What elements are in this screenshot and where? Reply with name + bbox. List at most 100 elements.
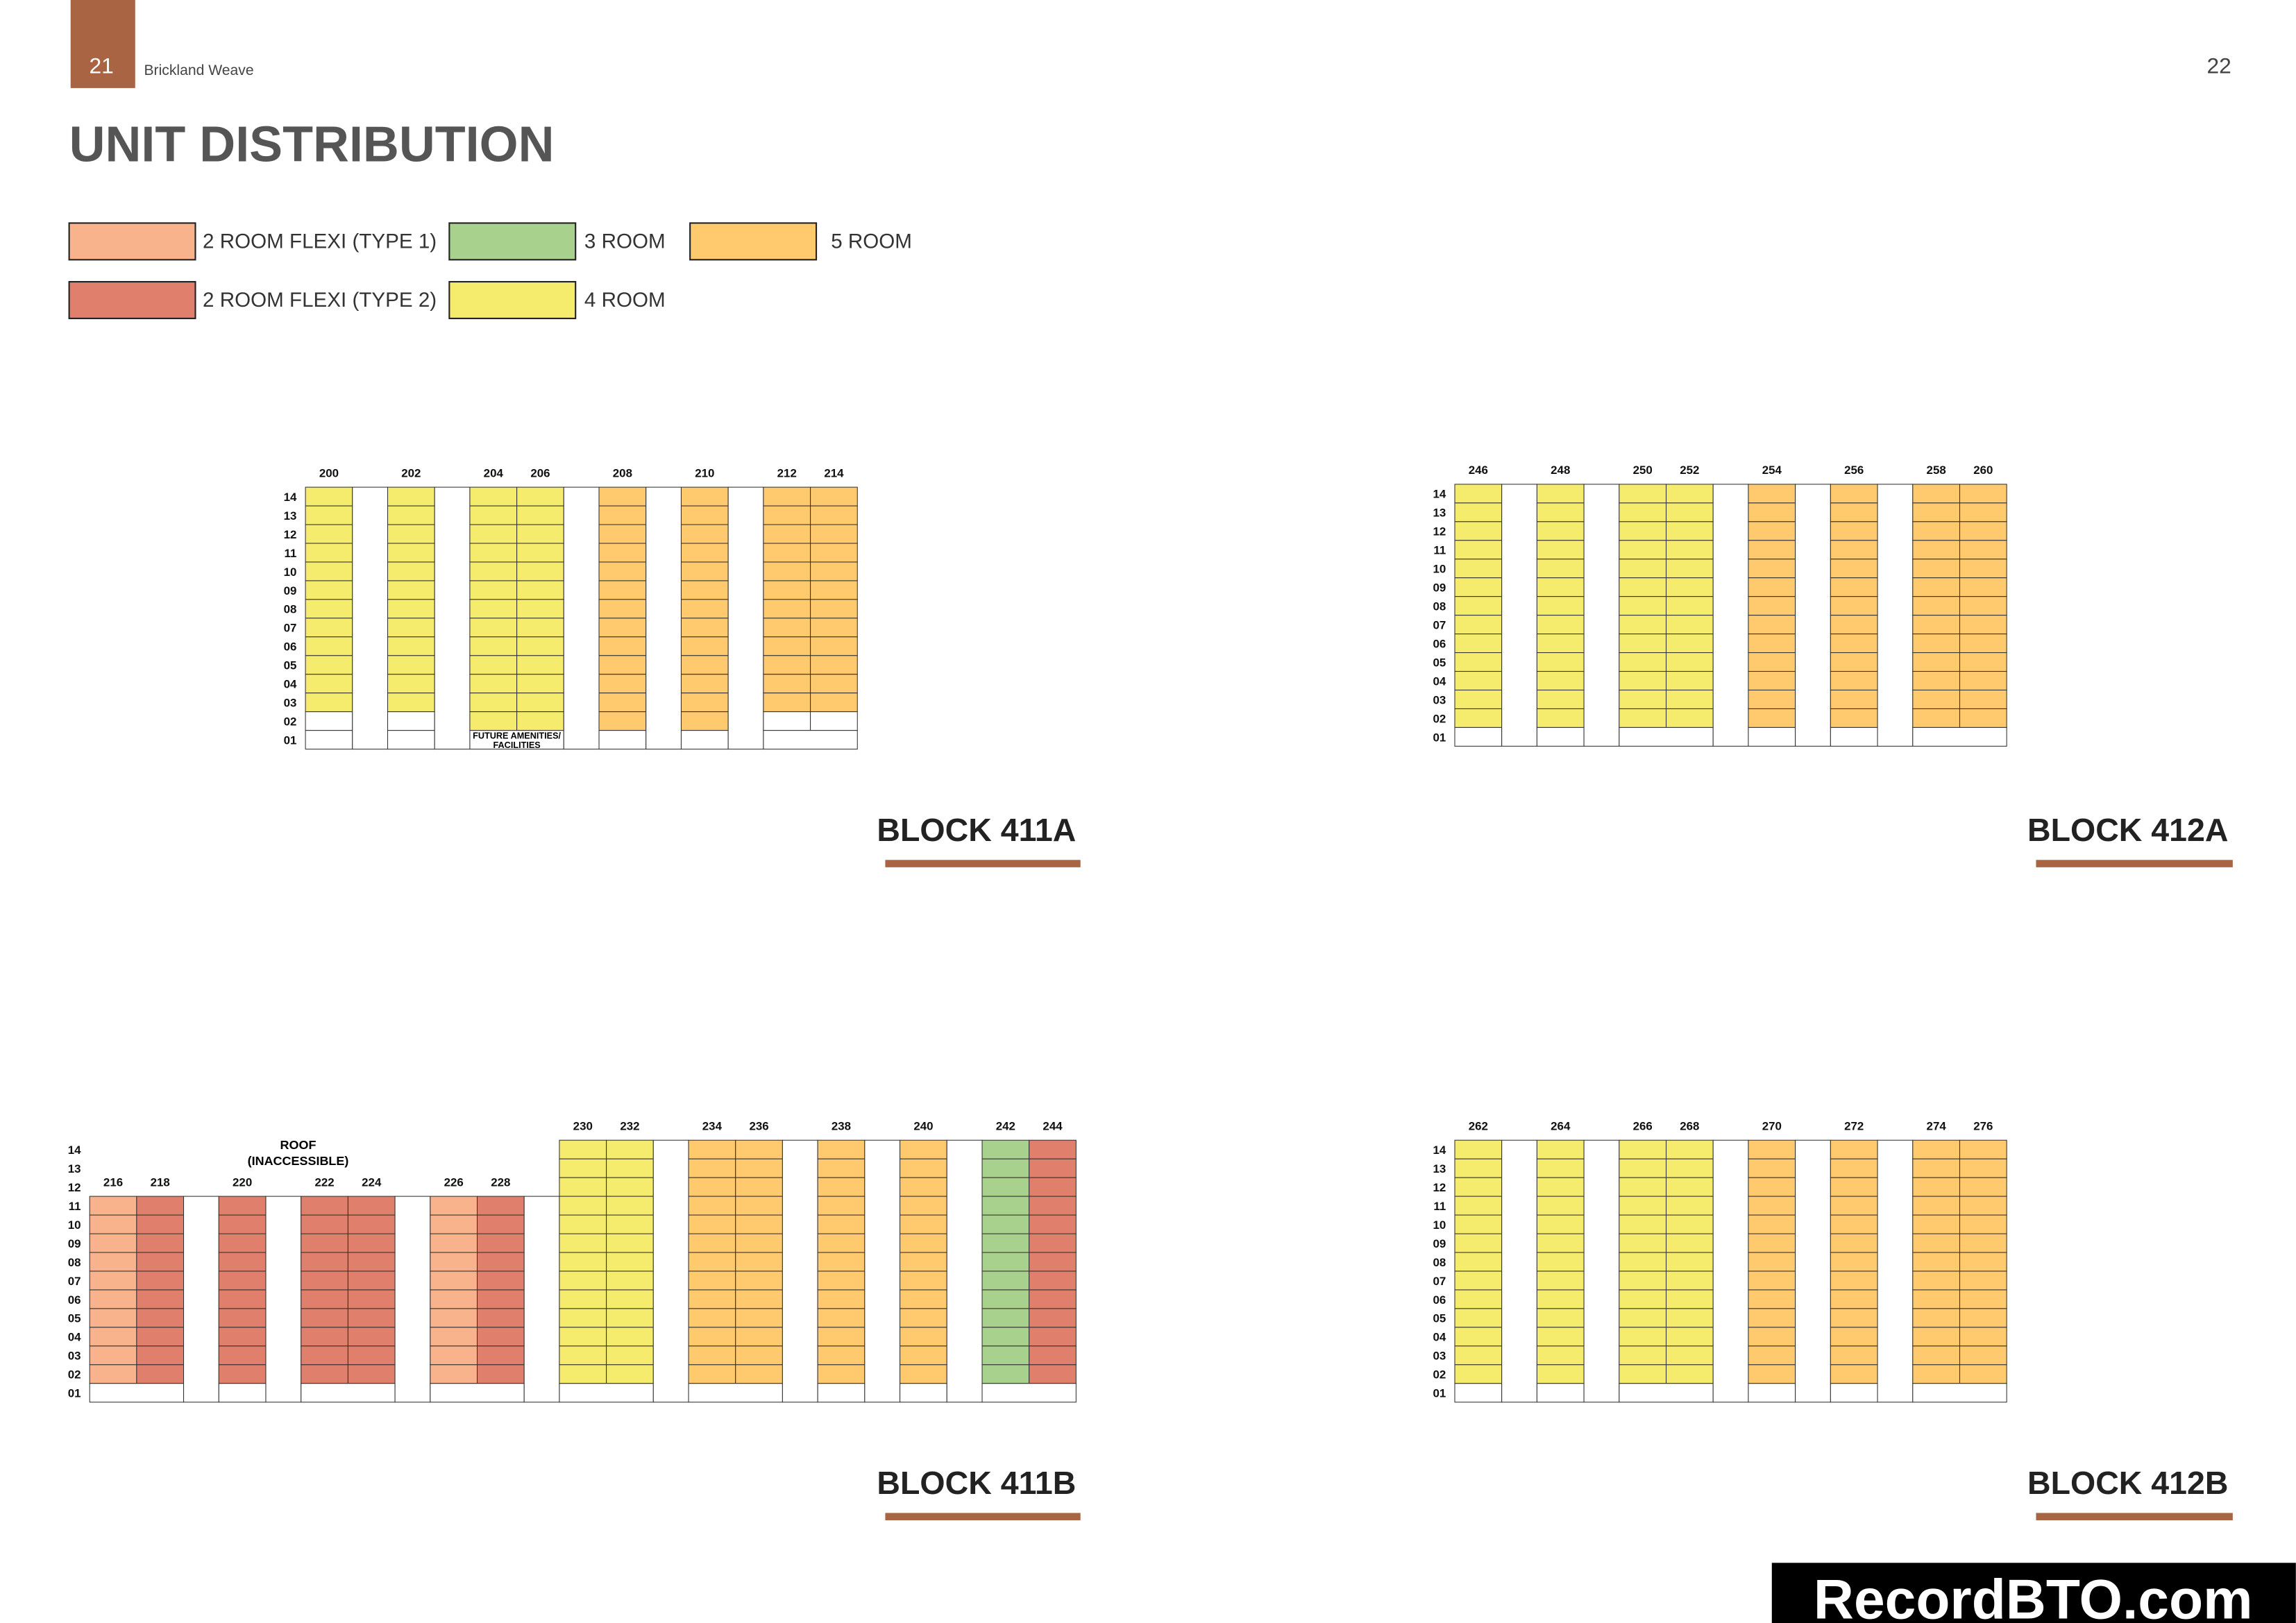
unit-cell bbox=[1748, 1327, 1796, 1347]
unit-cell bbox=[387, 486, 435, 507]
floor-label: 07 bbox=[1433, 618, 1446, 631]
unit-cell bbox=[1959, 484, 2007, 504]
legend-swatch bbox=[68, 222, 196, 261]
floor-label: 08 bbox=[1433, 600, 1446, 613]
page-number: 22 bbox=[2206, 53, 2231, 78]
unit-cell bbox=[688, 1308, 736, 1328]
unit-cell bbox=[1830, 671, 1878, 691]
unit-label: 258 bbox=[1927, 464, 1946, 477]
unit-cell bbox=[218, 1214, 267, 1234]
unit-cell bbox=[1912, 1345, 1961, 1366]
floor-label: 09 bbox=[284, 584, 297, 597]
unit-cell bbox=[1536, 484, 1585, 504]
unit-label: 226 bbox=[444, 1175, 464, 1189]
unit-cell bbox=[1454, 1196, 1503, 1216]
block-title: BLOCK 411A bbox=[877, 812, 1076, 848]
unit-cell bbox=[1912, 689, 1961, 709]
unit-cell bbox=[1748, 1139, 1796, 1159]
unit-cell bbox=[606, 1158, 654, 1178]
unit-cell bbox=[1666, 652, 1714, 672]
unit-cell bbox=[1830, 1177, 1878, 1197]
unit-cell bbox=[1666, 540, 1714, 560]
unit-cell bbox=[680, 674, 729, 694]
unit-cell bbox=[688, 1177, 736, 1197]
unit-label: 208 bbox=[613, 466, 632, 479]
floor-label: 03 bbox=[1433, 1350, 1446, 1363]
unit-cell bbox=[469, 692, 518, 713]
unit-cell bbox=[305, 505, 353, 525]
unit-cell bbox=[218, 1345, 267, 1366]
unit-cell bbox=[516, 599, 564, 619]
unit-label: 218 bbox=[151, 1175, 170, 1189]
floor-label: 05 bbox=[284, 659, 297, 672]
unit-cell bbox=[1912, 1271, 1961, 1291]
unit-cell bbox=[1748, 1345, 1796, 1366]
floor-label: 07 bbox=[284, 622, 297, 635]
unit-cell bbox=[476, 1327, 525, 1347]
roof-note: (INACCESSIBLE) bbox=[248, 1154, 349, 1168]
unit-cell bbox=[430, 1214, 478, 1234]
unit-cell bbox=[598, 711, 647, 731]
unit-cell bbox=[347, 1214, 396, 1234]
unit-cell bbox=[900, 1158, 947, 1178]
floor-label: 08 bbox=[1433, 1256, 1446, 1269]
unit-cell bbox=[347, 1308, 396, 1328]
unit-cell bbox=[476, 1345, 525, 1366]
empty-cell bbox=[387, 711, 435, 731]
unit-cell bbox=[1619, 1139, 1667, 1159]
floor-label: 05 bbox=[1433, 656, 1446, 669]
unit-cell bbox=[606, 1196, 654, 1216]
unit-cell bbox=[1536, 689, 1585, 709]
floor-label: 13 bbox=[68, 1162, 81, 1175]
unit-cell bbox=[1666, 1308, 1714, 1328]
unit-cell bbox=[1830, 634, 1878, 654]
ground-floor bbox=[1619, 726, 1714, 747]
unit-label: 236 bbox=[749, 1119, 768, 1132]
unit-cell bbox=[476, 1214, 525, 1234]
unit-cell bbox=[680, 711, 729, 731]
unit-cell bbox=[981, 1139, 1030, 1159]
void-column bbox=[1583, 1139, 1620, 1403]
unit-cell bbox=[1619, 652, 1667, 672]
unit-cell bbox=[1912, 1308, 1961, 1328]
unit-cell bbox=[1536, 540, 1585, 560]
unit-cell bbox=[598, 692, 647, 713]
unit-cell bbox=[305, 636, 353, 656]
block-underline bbox=[2036, 1513, 2233, 1520]
unit-cell bbox=[810, 599, 858, 619]
void-column bbox=[645, 486, 682, 750]
unit-cell bbox=[900, 1308, 947, 1328]
unit-cell bbox=[1536, 559, 1585, 579]
unit-cell bbox=[301, 1196, 348, 1216]
empty-cell bbox=[810, 711, 858, 731]
unit-cell bbox=[1666, 708, 1714, 728]
unit-label: 210 bbox=[695, 466, 714, 479]
unit-label: 270 bbox=[1762, 1119, 1782, 1132]
unit-cell bbox=[1912, 615, 1961, 635]
unit-cell bbox=[516, 505, 564, 525]
unit-cell bbox=[476, 1308, 525, 1328]
unit-cell bbox=[763, 486, 811, 507]
unit-cell bbox=[559, 1271, 607, 1291]
unit-cell bbox=[1959, 577, 2007, 597]
unit-cell bbox=[688, 1233, 736, 1253]
void-column bbox=[352, 486, 389, 750]
unit-cell bbox=[476, 1364, 525, 1384]
legend-swatch bbox=[68, 280, 196, 319]
unit-cell bbox=[598, 505, 647, 525]
unit-cell bbox=[810, 636, 858, 656]
unit-cell bbox=[680, 505, 729, 525]
unit-cell bbox=[1912, 596, 1961, 616]
unit-cell bbox=[1830, 1327, 1878, 1347]
unit-cell bbox=[559, 1345, 607, 1366]
unit-cell bbox=[688, 1345, 736, 1366]
unit-cell bbox=[1959, 1252, 2007, 1272]
unit-cell bbox=[469, 580, 518, 600]
unit-cell bbox=[817, 1308, 866, 1328]
unit-cell bbox=[900, 1233, 947, 1253]
unit-cell bbox=[1454, 1364, 1503, 1384]
unit-cell bbox=[1830, 1139, 1878, 1159]
unit-cell bbox=[680, 524, 729, 544]
unit-label: 266 bbox=[1633, 1119, 1653, 1132]
unit-cell bbox=[1912, 671, 1961, 691]
